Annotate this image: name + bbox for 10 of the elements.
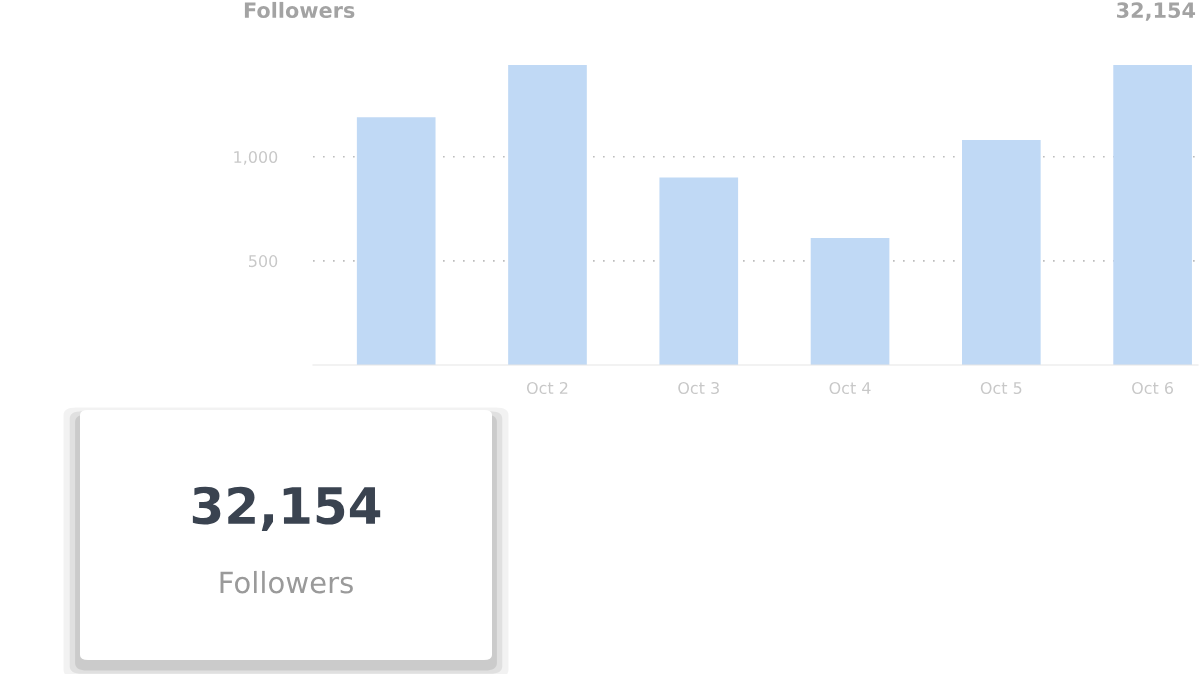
bar (659, 177, 739, 365)
bar (962, 140, 1041, 365)
bar (508, 65, 587, 365)
bar (1113, 65, 1192, 365)
chart-title: Followers (244, 1, 355, 19)
bar (356, 117, 436, 365)
text: 32,154 (1117, 2, 1196, 21)
text: Followers (220, 570, 353, 594)
bar (810, 237, 890, 365)
text: 32,154 (192, 486, 381, 531)
